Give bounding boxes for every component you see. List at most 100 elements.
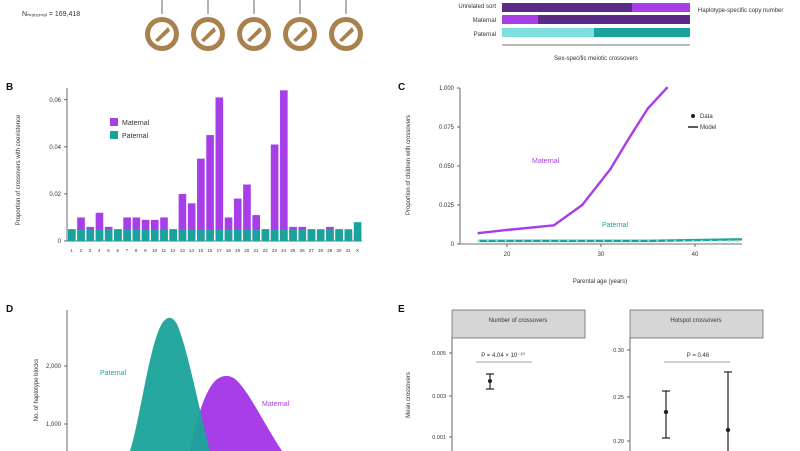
- paternal-data-point-1: [486, 239, 489, 243]
- facet1-ytick-label-3: 0.001: [432, 435, 446, 441]
- paternal-data-point-12: [584, 239, 588, 243]
- legend-swatch-paternal: [110, 131, 118, 139]
- top-bar-block: Unrelated sort Maternal Paternal Haploty…: [458, 3, 783, 62]
- facet1-ytick-label-2: 0.003: [432, 394, 446, 400]
- panel-b-xtick-label-24: 25: [290, 248, 296, 253]
- bulb-filament-3: [293, 27, 308, 42]
- bulb-filament-0: [155, 27, 170, 42]
- paternal-bar-31: [344, 229, 353, 241]
- paternal-data-point-5: [522, 239, 525, 243]
- paternal-data-point-13: [593, 239, 597, 243]
- paternal-bar-7: [123, 229, 131, 241]
- panel-b-xtick-label-6: 7: [126, 248, 129, 253]
- facet2-title: Hotspot crossovers: [670, 318, 721, 324]
- paternal-bar-1: [68, 229, 76, 241]
- panel-e-facets: Mean crossovers Number of crossovers 0.0…: [406, 309, 764, 451]
- panel-c-ytick-label-4: 1.000: [439, 86, 455, 92]
- panel-b-xtick-label-14: 15: [198, 248, 204, 253]
- panel-c-legend: Data Model: [688, 114, 716, 131]
- panel-b-xtick-label-12: 13: [180, 248, 186, 253]
- maternal-bar-20: [243, 184, 251, 241]
- paternal-bar-30: [335, 229, 343, 241]
- paternal-bar-17: [215, 229, 224, 241]
- panel-b-xtick-label-25: 26: [300, 248, 306, 253]
- paternal-bar-22: [261, 229, 270, 241]
- paternal-data-point-7: [540, 239, 543, 243]
- paternal-bar-29: [326, 229, 334, 241]
- maternal-bar-24: [280, 90, 288, 241]
- panel-b-xtick-label-27: 28: [318, 248, 324, 253]
- maternal-data-point-6: [646, 106, 650, 110]
- facet1-title: Number of crossovers: [489, 318, 548, 324]
- maternal-bar-19: [233, 198, 242, 241]
- paternal-bar-28: [316, 229, 325, 241]
- maternal-density-area: [190, 375, 282, 451]
- panel-c-maternal-label: Maternal: [532, 158, 560, 165]
- panel-b-xtick-label-1: 2: [80, 248, 83, 253]
- panel-c-ytick-label-0: 0: [451, 242, 455, 248]
- panel-b-xtick-label-10: 11: [161, 248, 166, 253]
- panel-d-density: No. of haplotype blocks 2,000 1,000 Pate…: [34, 310, 290, 451]
- panel-b-xtick-label-11: 12: [171, 248, 177, 253]
- legend-label-maternal: Maternal: [122, 120, 150, 127]
- facet2-stat: P = 0.46: [687, 353, 710, 359]
- paternal-bar-27: [307, 229, 316, 241]
- paternal-bar-6: [114, 229, 122, 241]
- panel-c-line-chart: Proportion of children with crossovers P…: [406, 86, 743, 285]
- paternal-data-point-2: [495, 239, 498, 243]
- panel-letter-e: E: [398, 304, 405, 315]
- panel-b-xtick-label-13: 14: [189, 248, 195, 253]
- paternal-data-point-25: [700, 239, 704, 243]
- paternal-data-point-29: [736, 239, 739, 243]
- top-bar-footer: Sex-specific meiotic crossovers: [554, 56, 638, 62]
- maternal-bar-14: [187, 203, 196, 241]
- paternal-bar-25: [289, 229, 297, 241]
- paternal-data-point-19: [647, 239, 650, 243]
- paternal-bar-10: [150, 229, 159, 241]
- maternal-data-point-7: [665, 86, 669, 90]
- panel-b-xtick-label-4: 5: [107, 248, 110, 253]
- paternal-data-point-8: [549, 239, 552, 243]
- bulb-filament-2: [247, 27, 262, 42]
- paternal-data-point-23: [682, 239, 686, 243]
- top-bar-row2-light: [502, 15, 538, 24]
- panel-b-ylabel: Proportion of crossovers with coexistenc…: [16, 114, 22, 225]
- panel-b-xtick-label-16: 17: [217, 248, 223, 253]
- panel-b-xtick-label-26: 27: [309, 248, 315, 253]
- maternal-data-point-2: [552, 223, 556, 227]
- maternal-data-point-4: [609, 167, 612, 171]
- panel-d-ytick-label-2000: 2,000: [46, 364, 62, 370]
- panel-b-xtick-label-28: 29: [327, 248, 333, 253]
- top-bar-row2-dark: [538, 15, 690, 24]
- maternal-bar-13: [178, 193, 187, 241]
- legend-label-paternal: Paternal: [122, 133, 149, 140]
- paternal-data-point-27: [718, 239, 722, 243]
- paternal-data-point-21: [665, 239, 668, 243]
- panel-b-xtick-label-31: X: [356, 248, 359, 253]
- panel-b-xtick-label-30: 31: [346, 248, 352, 253]
- panel-b-legend: Maternal Paternal: [110, 118, 150, 140]
- panel-c-ytick-label-1: 0.025: [439, 203, 455, 209]
- panel-b-xtick-label-0: 1: [70, 248, 73, 253]
- facet2-header: [629, 309, 764, 339]
- maternal-bar-4: [95, 212, 104, 241]
- paternal-bar-13: [178, 229, 187, 241]
- panel-b-ytick-label-3: 0.06: [49, 98, 61, 104]
- paternal-bar-4: [95, 229, 104, 241]
- panel-b-ytick-label-1: 0.02: [49, 192, 61, 198]
- bulb-filament-1: [201, 27, 216, 42]
- maternal-count-label: Nₘₐₜₑᵣₙₐₗ = 169,418: [22, 11, 80, 18]
- paternal-bar-9: [141, 229, 150, 241]
- paternal-data-point-10: [566, 239, 570, 243]
- panel-b-xtick-label-5: 6: [116, 248, 119, 253]
- panel-c-xtick-label-2: 40: [692, 252, 699, 258]
- paternal-bar-18: [224, 229, 233, 241]
- facet2-ytick-label-1: 0.30: [613, 348, 624, 354]
- paternal-data-point-3: [504, 239, 507, 243]
- paternal-bar-8: [132, 229, 141, 241]
- paternal-bar-19: [233, 229, 242, 241]
- panel-c-lines: [477, 86, 743, 243]
- paternal-bar-15: [197, 229, 205, 241]
- panel-c-paternal-label: Paternal: [602, 222, 629, 229]
